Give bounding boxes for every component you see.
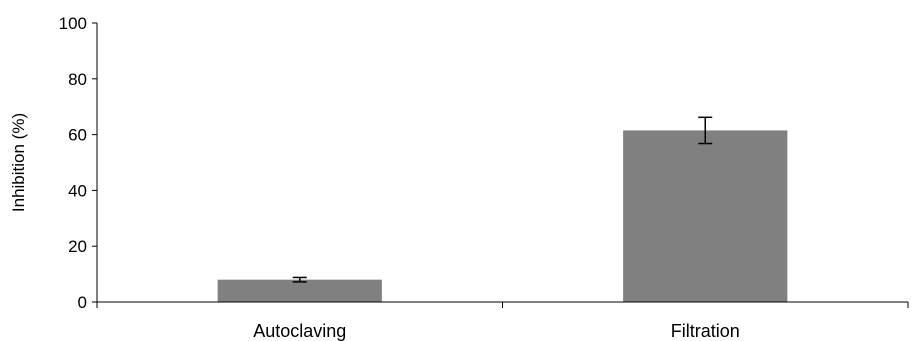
y-tick-label: 100 <box>59 14 87 33</box>
error-bars-group <box>292 116 713 283</box>
x-axis-labels: Autoclaving Filtration <box>253 321 740 341</box>
bar-filtration <box>623 130 788 302</box>
y-tick-label: 20 <box>68 237 87 256</box>
axes-group <box>96 23 909 308</box>
y-tick-label: 80 <box>68 70 87 89</box>
y-tick-label: 0 <box>78 293 87 312</box>
y-axis-ticks: 0 20 40 60 80 100 <box>59 14 97 312</box>
y-axis-title: Inhibition (%) <box>9 113 28 212</box>
x-category-label: Autoclaving <box>253 321 346 341</box>
bar-autoclaving <box>217 279 382 302</box>
x-category-label: Filtration <box>671 321 740 341</box>
y-tick-label: 40 <box>68 181 87 200</box>
bars-group <box>217 130 788 302</box>
y-tick-label: 60 <box>68 126 87 145</box>
